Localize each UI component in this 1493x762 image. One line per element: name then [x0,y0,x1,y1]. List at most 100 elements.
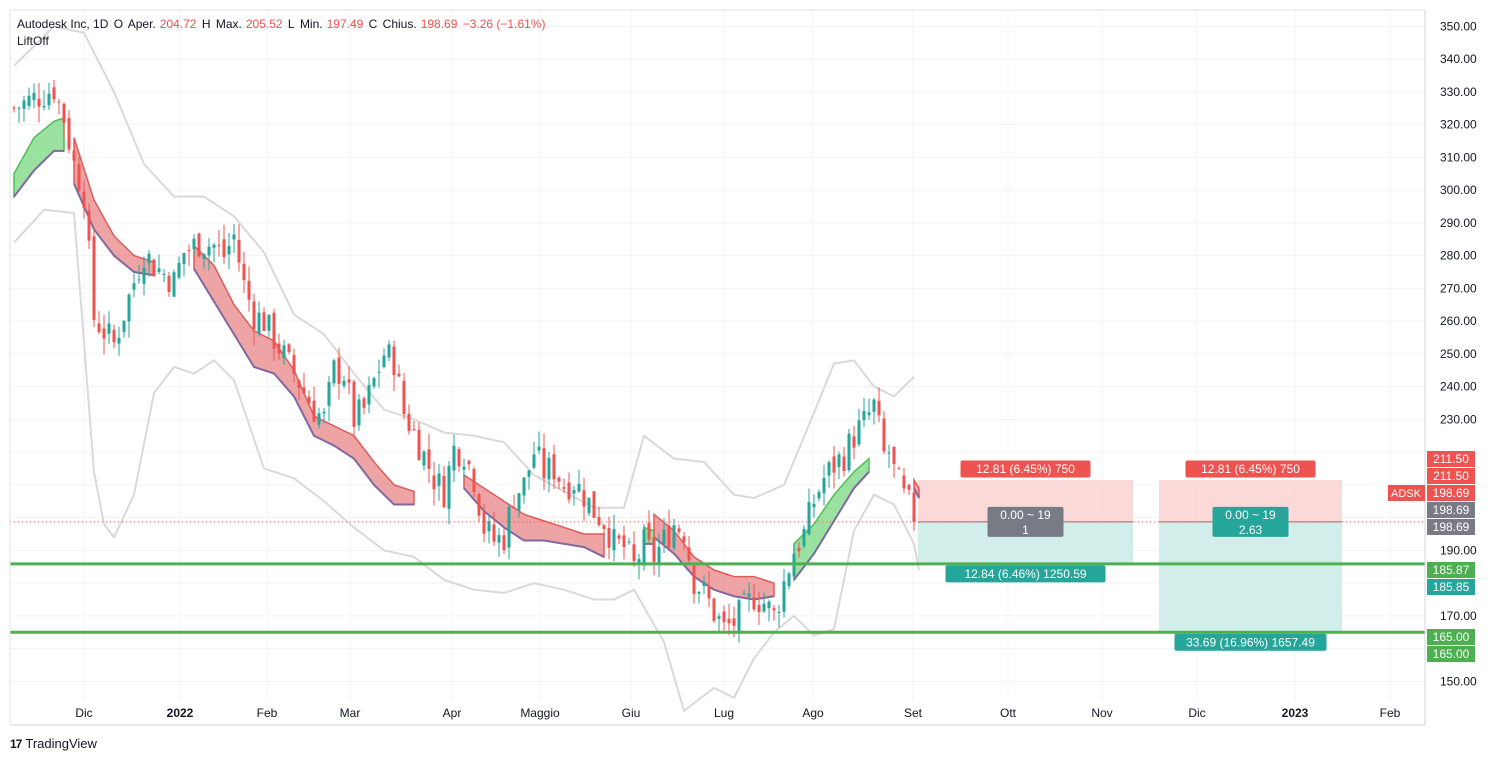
candle-body [257,312,261,334]
candle-body [762,603,766,612]
candle-body [67,117,71,150]
candle-body [272,312,276,349]
candle-body [517,493,521,511]
candle-body [337,357,341,384]
candle-body [747,593,751,597]
stop-label-bg [960,460,1091,478]
candle-body [687,547,691,561]
candle-body [202,253,206,259]
candle-body [542,448,546,479]
candle-body [712,598,716,621]
price-label-bg [1427,468,1475,484]
price-label-bg [1427,629,1475,645]
target-label: 33.69 (16.96%) 1657.49 [1186,635,1315,649]
y-tick-label: 320.00 [1440,118,1477,132]
candle-body [812,503,816,508]
bollinger-lower-line [13,208,920,713]
candle-body [617,535,621,539]
candle-body [42,105,46,108]
candle-body [302,387,306,393]
candle-body [137,279,141,281]
candle-body [472,468,476,493]
x-tick-label: Maggio [520,706,560,720]
profit-target-zone [1159,521,1342,633]
candle-body [607,528,611,548]
price-label-bg [1427,519,1475,535]
low-value: 197.49 [326,17,364,31]
candle-body [652,536,656,562]
candle-body [187,249,191,251]
candle-body [462,466,466,470]
candle-body [822,478,826,494]
candle-body [777,611,781,613]
candle-body [557,477,561,482]
x-tick-label: Giu [622,706,641,720]
y-tick-label: 350.00 [1440,19,1477,33]
price-label-bg [1427,579,1475,595]
candle-body [642,529,646,566]
candle-body [527,470,531,477]
candle-body [237,240,241,263]
candle-body [492,524,496,542]
candle-body [152,259,156,277]
candle-body [627,541,631,543]
candle-body [367,384,371,405]
candle-body [862,410,866,421]
candle-body [47,93,51,106]
candle-body [752,597,756,610]
x-tick-label: Mar [340,706,361,720]
candle-body [117,337,121,344]
candle-body [442,475,446,508]
candle-body [122,320,126,332]
bullish-band-base [793,471,870,581]
candle-body [697,592,701,594]
candle-body [142,267,146,284]
candle-body [162,273,166,275]
candle-body [507,506,511,548]
target-label-bg [945,565,1106,583]
candle-body [637,558,641,565]
candle-body [742,593,746,595]
y-tick-label: 150.00 [1440,674,1477,688]
tradingview-brand[interactable]: 17 TradingView [10,736,97,751]
support-lines[interactable] [10,521,1425,634]
y-tick-label: 340.00 [1440,52,1477,66]
candle-body [177,263,181,278]
candle-body [852,436,856,448]
price-label: 185.85 [1433,580,1470,594]
x-tick-label: Lug [714,706,734,720]
candle-body [327,382,331,406]
price-label-bg [1427,485,1475,501]
candle-body [212,244,216,248]
candle-body [422,451,426,466]
x-tick-label: Ott [1000,706,1017,720]
candle-body [677,528,681,533]
candle-body [172,272,176,297]
candle-body [587,497,591,514]
candle-body [682,536,686,543]
candle-body [357,399,361,426]
candle-body [732,618,736,626]
candle-body [882,418,886,452]
y-tick-label: 260.00 [1440,314,1477,328]
candle-body [672,525,676,549]
candle-body [432,475,436,490]
brand-name: TradingView [25,736,97,751]
candle-body [402,380,406,415]
candle-body [847,433,851,471]
candle-body [392,346,396,376]
candle-body [857,420,861,445]
candle-body [577,483,581,492]
price-label-bg [1427,562,1475,578]
candle-body [77,164,81,191]
symbol-tag: ADSK [1391,488,1422,500]
symbol-title[interactable]: Autodesk Inc, 1D [17,17,109,31]
price-label: 165.00 [1433,647,1470,661]
candle-body [867,412,871,416]
candle-body [182,253,186,265]
indicator-name[interactable]: LiftOff [17,34,49,48]
candle-body [17,107,21,109]
price-label: 198.69 [1433,503,1470,517]
target-label-bg [1174,633,1327,651]
